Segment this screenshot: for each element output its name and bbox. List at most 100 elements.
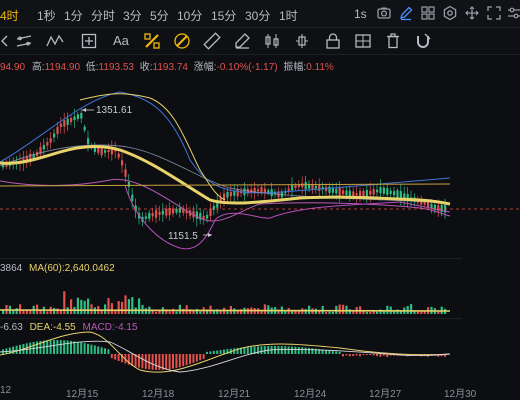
macd-bar — [12, 346, 15, 354]
macd-bar — [168, 354, 171, 370]
candles-icon[interactable] — [263, 32, 281, 50]
macd-bar — [311, 348, 314, 354]
volume-bar — [393, 310, 396, 314]
pattern-icon[interactable] — [173, 32, 191, 50]
expand-icon[interactable] — [486, 5, 502, 21]
volume-bar — [151, 309, 154, 314]
timeframe-1s[interactable]: 1秒 — [37, 9, 56, 23]
brush-icon[interactable] — [143, 32, 161, 50]
macd-bar — [70, 340, 72, 354]
volume-bar — [304, 309, 307, 314]
eye-icon[interactable] — [354, 32, 372, 50]
candle-body — [440, 204, 443, 213]
candle-body — [42, 144, 45, 150]
bars-icon[interactable] — [293, 32, 311, 50]
x-axis: 12 12月15 12月18 12月21 12月24 12月27 12月30 — [0, 382, 520, 400]
timeframe-3m[interactable]: 3分 — [123, 9, 142, 23]
volume-bar — [318, 310, 321, 314]
timeframe-timeshare[interactable]: 分时 — [91, 9, 116, 23]
macd-bar — [379, 354, 382, 357]
volume-bar — [236, 310, 239, 314]
macd-bar — [308, 347, 310, 354]
timeframe-30m[interactable]: 30分 — [245, 9, 271, 23]
volume-bar — [437, 310, 440, 314]
candle-body — [80, 112, 83, 119]
move-icon[interactable] — [464, 5, 480, 21]
macd-bar — [56, 340, 59, 354]
volume-bar — [206, 309, 209, 314]
timeframe-4h[interactable]: 4时 — [0, 9, 19, 23]
candle-body — [63, 120, 66, 127]
lock-icon[interactable] — [324, 32, 342, 50]
candle-body — [250, 189, 253, 193]
candle-body — [212, 206, 215, 210]
candle-body — [345, 190, 348, 196]
macd-bar — [376, 354, 378, 357]
candle-body — [263, 188, 266, 194]
low-label: 低: — [85, 62, 99, 73]
macd-bar — [49, 340, 52, 354]
low-value: 1193.53 — [98, 62, 134, 73]
timeframe-15m[interactable]: 15分 — [211, 9, 237, 23]
candle-body — [182, 208, 185, 213]
candle-body — [253, 187, 256, 194]
candle-body — [365, 189, 368, 198]
candle-body — [362, 190, 365, 198]
timeframe-10m[interactable]: 10分 — [177, 9, 203, 23]
chevron-left-icon[interactable] — [0, 32, 18, 50]
macd-bar — [25, 343, 28, 354]
low-marker-head — [208, 233, 212, 237]
crosshair-plus-icon[interactable] — [80, 32, 98, 50]
volume-bar — [70, 299, 73, 314]
camera-icon[interactable] — [376, 5, 392, 21]
timeframe-1m[interactable]: 1分 — [64, 9, 83, 23]
trend-icon[interactable] — [46, 32, 64, 50]
candle-body — [209, 208, 212, 217]
parallel-lines-icon[interactable] — [15, 32, 33, 50]
ruler-icon[interactable] — [203, 32, 221, 50]
magnet-icon[interactable] — [414, 32, 432, 50]
pane-divider-macd — [0, 318, 462, 319]
candle-body — [294, 185, 297, 188]
x-tick-label: 12月15 — [66, 389, 99, 400]
macd-bar — [46, 340, 49, 354]
pencil-icon[interactable] — [398, 5, 414, 21]
candle-body — [70, 117, 73, 123]
volume-bar — [19, 304, 22, 314]
macd-bar — [243, 347, 246, 354]
measure-icon[interactable] — [233, 32, 251, 50]
volume-bar — [90, 304, 93, 314]
volume-bar — [369, 311, 372, 314]
volume-bar — [386, 305, 389, 314]
volume-bar — [165, 309, 168, 314]
volume-bar — [185, 305, 188, 314]
volume-bar — [178, 304, 181, 314]
grid-icon[interactable] — [420, 5, 436, 21]
settings-gear-icon[interactable] — [442, 5, 458, 21]
candle-body — [318, 184, 321, 192]
volume-bar — [379, 309, 382, 314]
macd-bar — [348, 354, 351, 357]
open-value: 94.90 — [0, 62, 26, 73]
price-chart[interactable]: 1351.61 1151.5 — [0, 70, 520, 382]
volume-bar — [189, 309, 192, 314]
timeframe-5m[interactable]: 5分 — [150, 9, 169, 23]
text-tool[interactable]: Aa — [113, 33, 129, 48]
ohlc-info: 94.90 高:1194.90 低:1193.53 收:1193.74 涨幅:-… — [0, 58, 334, 73]
candle-body — [396, 190, 399, 198]
macd-bar — [301, 347, 304, 354]
timeframe-1h[interactable]: 1时 — [279, 9, 298, 23]
candle-body — [389, 190, 392, 195]
settings-slider-icon[interactable] — [506, 5, 520, 21]
delete-icon[interactable] — [384, 32, 402, 50]
candle-body — [314, 185, 317, 189]
macd-info: -6.63 DEA:-4.55 MACD:-4.15 — [0, 322, 138, 333]
candle-body — [328, 186, 331, 193]
macd-macd-label: MACD: — [82, 322, 115, 333]
yellow-upper-curve — [79, 93, 226, 201]
interval-label[interactable]: 1s — [354, 7, 367, 21]
volume-bar — [158, 310, 161, 314]
macd-bar — [444, 354, 446, 357]
volume-bar — [141, 304, 144, 314]
macd-bar — [352, 354, 355, 357]
